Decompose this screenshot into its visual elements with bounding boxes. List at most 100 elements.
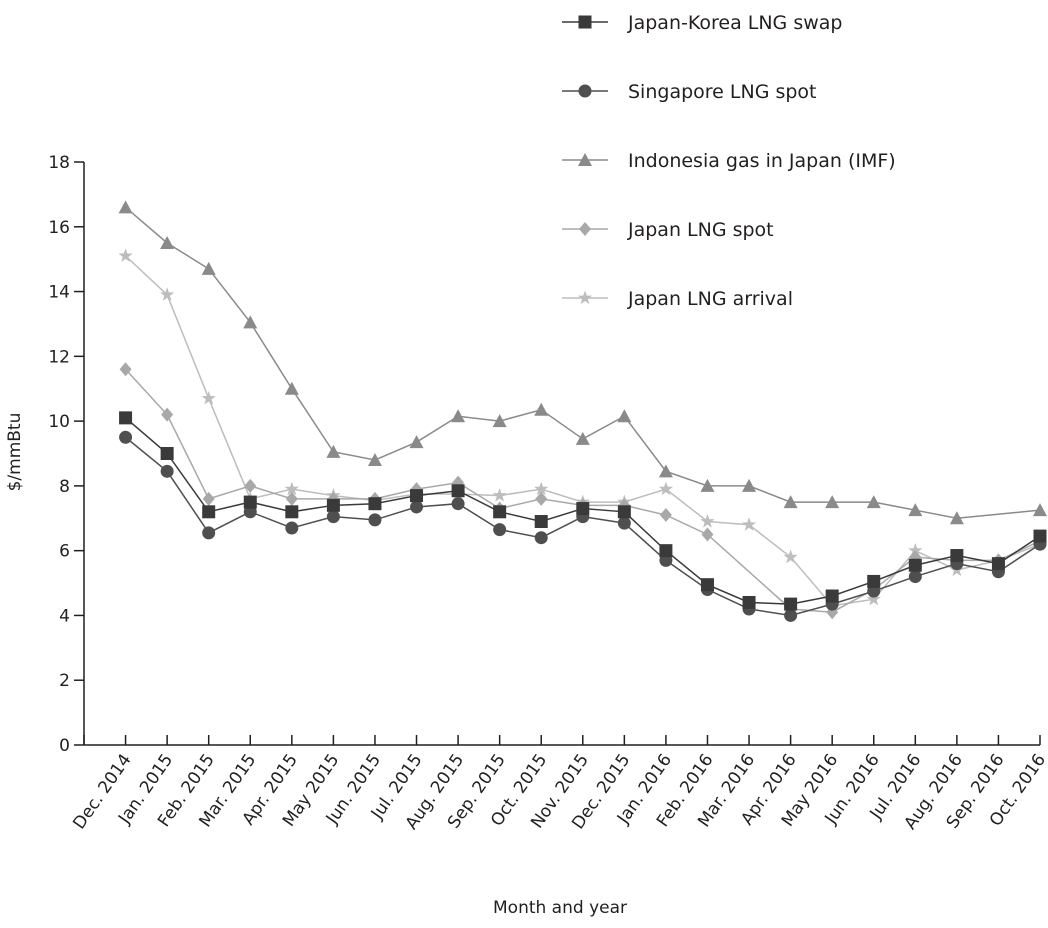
data-point-circle [285,521,299,535]
legend: Japan-Korea LNG swap Singapore LNG spot In… [562,12,896,310]
data-point-triangle [742,478,757,492]
y-axis-title: $/mmBtu [5,413,25,492]
y-tick-label: 12 [48,347,70,367]
data-point-star [908,543,923,557]
data-point-diamond [202,491,215,506]
data-point-triangle [451,409,466,423]
data-point-triangle [409,435,424,449]
data-point-square [243,495,257,509]
series-line-triangle [125,206,1041,520]
y-tick-label: 0 [59,736,70,756]
data-point-square [950,549,964,563]
data-point-square [908,558,922,572]
data-point-star [741,517,757,531]
y-tick-label: 2 [59,671,70,691]
data-point-star [201,390,216,405]
legend-label: Japan LNG arrival [627,288,793,310]
data-point-diamond [119,362,132,377]
series-star [118,248,1048,612]
data-point-diamond [701,527,714,542]
data-point-star [534,481,549,496]
data-point-triangle [949,511,964,525]
legend-item-star: Japan LNG arrival [562,288,793,310]
data-point-triangle [1033,503,1047,517]
legend-label: Japan-Korea LNG swap [627,12,842,34]
data-point-square [576,502,590,516]
data-point-circle [202,526,216,540]
data-point-triangle [908,503,923,517]
data-point-triangle [825,495,840,509]
series-circle [119,430,1047,622]
legend-label: Singapore LNG spot [628,81,817,103]
data-point-square [867,574,881,588]
legend-item-square: Japan-Korea LNG swap [562,12,842,34]
data-point-square [534,515,548,529]
data-point-triangle [866,495,881,509]
legend-item-diamond: Japan LNG spot [562,219,774,241]
data-point-square [160,447,174,460]
legend-item-circle: Singapore LNG spot [562,81,817,103]
data-point-square [700,578,714,592]
data-point-circle [784,608,798,622]
legend-marker-circle [578,84,592,98]
data-point-circle [326,510,340,524]
series-square [119,411,1047,611]
data-point-triangle [658,464,673,478]
y-ticks: 0 2 4 6 8 10 12 14 16 18 [48,153,84,756]
data-point-triangle [575,431,590,445]
series-line-circle [125,436,1041,617]
data-point-circle [368,513,382,527]
data-point-triangle [617,409,632,423]
series-line-diamond [125,368,1041,613]
data-point-triangle [700,478,715,492]
data-point-circle [410,500,424,514]
data-point-star [866,591,881,606]
x-axis-title: Month and year [493,898,627,918]
legend-label: Indonesia gas in Japan (IMF) [628,150,896,172]
y-tick-label: 10 [48,412,70,432]
data-point-star [658,481,674,496]
data-point-circle [493,523,507,537]
data-point-square [368,497,382,511]
data-point-circle [451,497,465,511]
data-point-square [784,597,798,611]
data-point-diamond [285,491,298,506]
data-point-square [410,489,424,503]
legend-marker-diamond [579,222,591,236]
data-point-star [284,481,299,496]
y-tick-label: 6 [59,542,70,562]
legend-marker-triangle [578,153,592,166]
data-point-triangle [534,402,549,416]
data-point-triangle [118,200,133,214]
y-tick-label: 4 [59,606,70,626]
legend-marker-star [577,290,593,305]
data-point-circle [119,430,133,444]
data-point-diamond [659,508,672,523]
data-point-square [742,595,756,609]
data-point-triangle [201,261,216,275]
data-point-triangle [284,381,299,395]
data-point-circle [908,570,922,584]
series-diamond [119,362,1046,620]
data-point-square [202,505,216,519]
y-tick-label: 8 [59,477,70,497]
y-tick-label: 16 [48,218,70,238]
series-layer [118,200,1048,622]
data-point-circle [160,464,174,478]
data-point-star [700,514,715,528]
legend-item-triangle: Indonesia gas in Japan (IMF) [562,150,896,172]
series-triangle [118,200,1047,525]
data-point-square [493,505,507,519]
series-line-star [125,255,1041,607]
axes [83,162,1040,746]
data-point-square [825,589,839,603]
data-point-circle [617,516,631,530]
data-point-star [160,287,175,301]
data-point-square [1033,529,1047,543]
data-point-square [659,544,673,558]
data-point-diamond [161,407,174,422]
data-point-triangle [160,235,175,249]
data-point-star [118,248,133,262]
